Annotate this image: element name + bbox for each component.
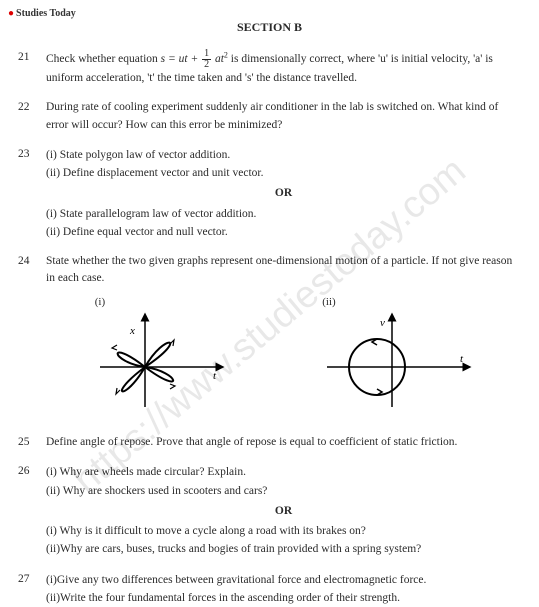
sub-i-alt: (i) Why is it difficult to move a cycle … xyxy=(46,523,521,540)
graph-i-wrap: (i) t x xyxy=(95,294,225,413)
question-text: State whether the two given graphs repre… xyxy=(46,253,521,288)
graph-label-ii: (ii) xyxy=(322,294,335,311)
graphs-row: (i) t x xyxy=(46,294,521,413)
sub-i: (i) State polygon law of vector addition… xyxy=(46,147,521,164)
graph-ii-wrap: (ii) t v xyxy=(322,294,472,413)
question-body: State whether the two given graphs repre… xyxy=(46,253,521,422)
or-separator: OR xyxy=(46,185,521,202)
eq-right: at xyxy=(215,53,224,65)
sub-ii-alt: (ii) Define equal vector and null vector… xyxy=(46,224,521,241)
sub-ii: (ii) Define displacement vector and unit… xyxy=(46,165,521,182)
question-body: Define angle of repose. Prove that angle… xyxy=(46,434,521,451)
question-number: 21 xyxy=(18,49,46,87)
sub-ii: (ii) Why are shockers used in scooters a… xyxy=(46,483,521,500)
question-number: 27 xyxy=(18,571,46,607)
axis-y-label: v xyxy=(380,317,385,329)
question-26: 26 (i) Why are wheels made circular? Exp… xyxy=(18,463,521,558)
question-23: 23 (i) State polygon law of vector addit… xyxy=(18,146,521,241)
graph-label-i: (i) xyxy=(95,294,105,311)
question-number: 22 xyxy=(18,99,46,134)
question-body: (i) Why are wheels made circular? Explai… xyxy=(46,463,521,558)
question-number: 26 xyxy=(18,463,46,558)
question-body: (i) State polygon law of vector addition… xyxy=(46,146,521,241)
or-separator: OR xyxy=(46,503,521,520)
sub-i: (i)Give any two differences between grav… xyxy=(46,572,521,589)
question-27: 27 (i)Give any two differences between g… xyxy=(18,571,521,607)
axis-x-label: t xyxy=(460,353,464,365)
graph-i: t x xyxy=(95,312,225,412)
frac-bot: 2 xyxy=(202,60,211,70)
question-21: 21 Check whether equation s = ut + 1 2 a… xyxy=(18,49,521,87)
axis-x-label: t xyxy=(213,370,217,382)
section-title: SECTION B xyxy=(18,20,521,35)
question-body: Check whether equation s = ut + 1 2 at2 … xyxy=(46,49,521,87)
question-number: 23 xyxy=(18,146,46,241)
question-number: 24 xyxy=(18,253,46,422)
site-logo: Studies Today xyxy=(8,8,76,19)
sub-ii: (ii)Write the four fundamental forces in… xyxy=(46,590,521,607)
eq-sup: 2 xyxy=(224,50,228,59)
graph-ii: t v xyxy=(322,312,472,412)
question-body: (i)Give any two differences between grav… xyxy=(46,571,521,607)
question-body: During rate of cooling experiment sudden… xyxy=(46,99,521,134)
question-25: 25 Define angle of repose. Prove that an… xyxy=(18,434,521,451)
text: Check whether equation xyxy=(46,53,161,65)
fraction: 1 2 xyxy=(202,49,211,70)
question-24: 24 State whether the two given graphs re… xyxy=(18,253,521,422)
question-22: 22 During rate of cooling experiment sud… xyxy=(18,99,521,134)
question-number: 25 xyxy=(18,434,46,451)
sub-i-alt: (i) State parallelogram law of vector ad… xyxy=(46,206,521,223)
eq-left: s = ut + xyxy=(161,53,201,65)
sub-i: (i) Why are wheels made circular? Explai… xyxy=(46,464,521,481)
sub-ii-alt: (ii)Why are cars, buses, trucks and bogi… xyxy=(46,541,521,558)
axis-y-label: x xyxy=(129,325,135,337)
